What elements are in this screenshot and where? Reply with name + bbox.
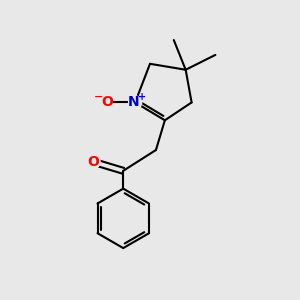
Circle shape (99, 96, 112, 109)
Circle shape (87, 155, 100, 168)
Circle shape (129, 96, 142, 109)
Text: O: O (101, 95, 113, 110)
Text: O: O (88, 155, 100, 169)
Text: −: − (94, 92, 104, 101)
Text: N: N (128, 95, 140, 110)
Text: +: + (138, 92, 146, 101)
